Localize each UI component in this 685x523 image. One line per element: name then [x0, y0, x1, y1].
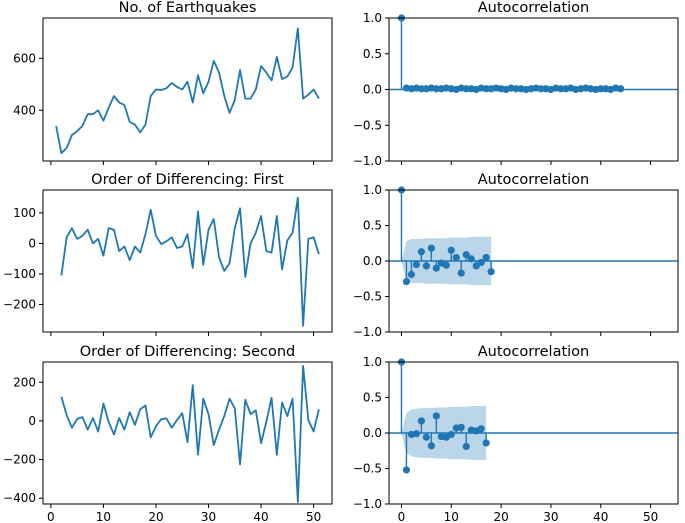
y-tick-label: −200	[3, 453, 36, 467]
x-tick-label: 30	[543, 510, 558, 523]
chart-panel-2: Order of Differencing: First −200 −100 0 100	[3, 172, 333, 336]
acf-marker	[477, 258, 485, 267]
acf-marker	[597, 85, 605, 93]
y-tick-label: −100	[3, 267, 36, 281]
acf-marker	[617, 85, 625, 93]
y-tick-label: 0.0	[363, 426, 382, 440]
acf-marker	[462, 251, 470, 259]
acf-marker	[417, 85, 425, 93]
y-tick-label: 0	[28, 414, 36, 428]
y-tick-label: −1.0	[353, 497, 382, 511]
y-tick-label: −1.0	[353, 154, 382, 168]
y-tick-label: 0.5	[363, 47, 382, 61]
acf-marker	[512, 85, 520, 93]
x-tick-label: 10	[96, 510, 111, 523]
y-tick-label: 600	[13, 51, 36, 65]
y-tick-label: 0	[28, 236, 36, 250]
chart-panel-5: Autocorrelation −1.0 −0.5 0.0 0.5 1.0	[353, 172, 679, 339]
y-tick-label: 0.5	[363, 219, 382, 233]
acf-marker	[422, 433, 430, 441]
acf-marker	[432, 85, 440, 93]
plot-frame	[42, 361, 333, 505]
acf-marker	[432, 412, 440, 420]
acf-marker	[482, 85, 490, 93]
acf-marker	[462, 442, 470, 451]
acf-marker	[447, 430, 455, 439]
y-tick-label: 200	[13, 375, 36, 389]
acf-marker	[427, 442, 435, 450]
acf-marker	[467, 255, 475, 263]
acf-marker	[447, 246, 455, 254]
acf-marker	[412, 260, 421, 269]
acf-marker	[462, 85, 470, 93]
y-tick-label: 1.0	[363, 11, 382, 25]
acf-marker	[472, 262, 480, 270]
x-tick-label: 50	[306, 510, 321, 523]
x-tick-label: 10	[444, 510, 459, 523]
x-tick-label: 20	[148, 510, 163, 523]
x-tick-label: 40	[593, 510, 608, 523]
acf-marker	[537, 85, 545, 93]
acf-marker	[457, 423, 465, 431]
series-line	[60, 364, 320, 503]
acf-marker	[402, 466, 411, 474]
y-tick-label: −0.5	[353, 118, 382, 132]
chart-title: Autocorrelation	[478, 344, 589, 360]
chart-panel-4: Autocorrelation −1.0 −0.5 0.0 0.5 1.0	[353, 0, 679, 168]
chart-panel-6: Autocorrelation −1.0 −0.5 0.0 0.5 1.0 0 10 20 30 4…	[353, 344, 679, 523]
x-tick-label: 20	[493, 510, 508, 523]
x-tick-label: 50	[643, 510, 658, 523]
acf-marker	[557, 85, 565, 93]
y-tick-label: 0.5	[363, 391, 382, 405]
acf-marker	[427, 244, 435, 252]
series-line	[60, 196, 320, 327]
y-tick-label: 0.0	[363, 254, 382, 268]
y-tick-label: −0.5	[353, 462, 382, 476]
y-tick-label: 100	[13, 206, 36, 220]
acf-marker	[402, 277, 411, 286]
acf-marker	[482, 253, 490, 262]
acf-marker	[412, 430, 421, 438]
chart-panel-3: Order of Differencing: Second −400 −200 0 20…	[3, 344, 333, 523]
chart-title: Order of Differencing: First	[91, 172, 284, 188]
chart-title: No. of Earthquakes	[119, 0, 257, 16]
x-tick-label: 40	[253, 510, 268, 523]
acf-marker	[477, 425, 485, 433]
y-tick-label: −200	[3, 298, 36, 312]
x-tick-label: 0	[398, 510, 406, 523]
plot-frame	[42, 17, 333, 162]
acf-marker	[417, 417, 425, 425]
y-tick-label: −1.0	[353, 325, 382, 339]
acf-marker	[407, 270, 416, 279]
acf-marker	[487, 268, 495, 276]
y-tick-label: −400	[3, 491, 36, 505]
chart-panel-1: No. of Earthquakes 400 600	[13, 0, 333, 165]
y-tick-label: 1.0	[363, 183, 382, 197]
acf-marker	[417, 248, 425, 256]
acf-marker	[422, 262, 430, 270]
series-line	[55, 27, 320, 155]
y-tick-label: 0.0	[363, 83, 382, 97]
chart-title: Order of Differencing: Second	[80, 344, 296, 360]
chart-title: Autocorrelation	[478, 172, 589, 188]
acf-marker	[452, 253, 460, 262]
chart-title: Autocorrelation	[478, 0, 589, 16]
acf-marker	[442, 261, 450, 269]
acf-marker	[457, 269, 465, 277]
x-tick-label: 30	[201, 510, 216, 523]
x-tick-label: 0	[47, 510, 55, 523]
plot-frame	[42, 189, 333, 333]
acf-marker	[432, 264, 440, 272]
y-tick-label: 400	[13, 103, 36, 117]
acf-marker	[482, 439, 490, 447]
y-tick-label: 1.0	[363, 355, 382, 369]
y-tick-label: −0.5	[353, 290, 382, 304]
